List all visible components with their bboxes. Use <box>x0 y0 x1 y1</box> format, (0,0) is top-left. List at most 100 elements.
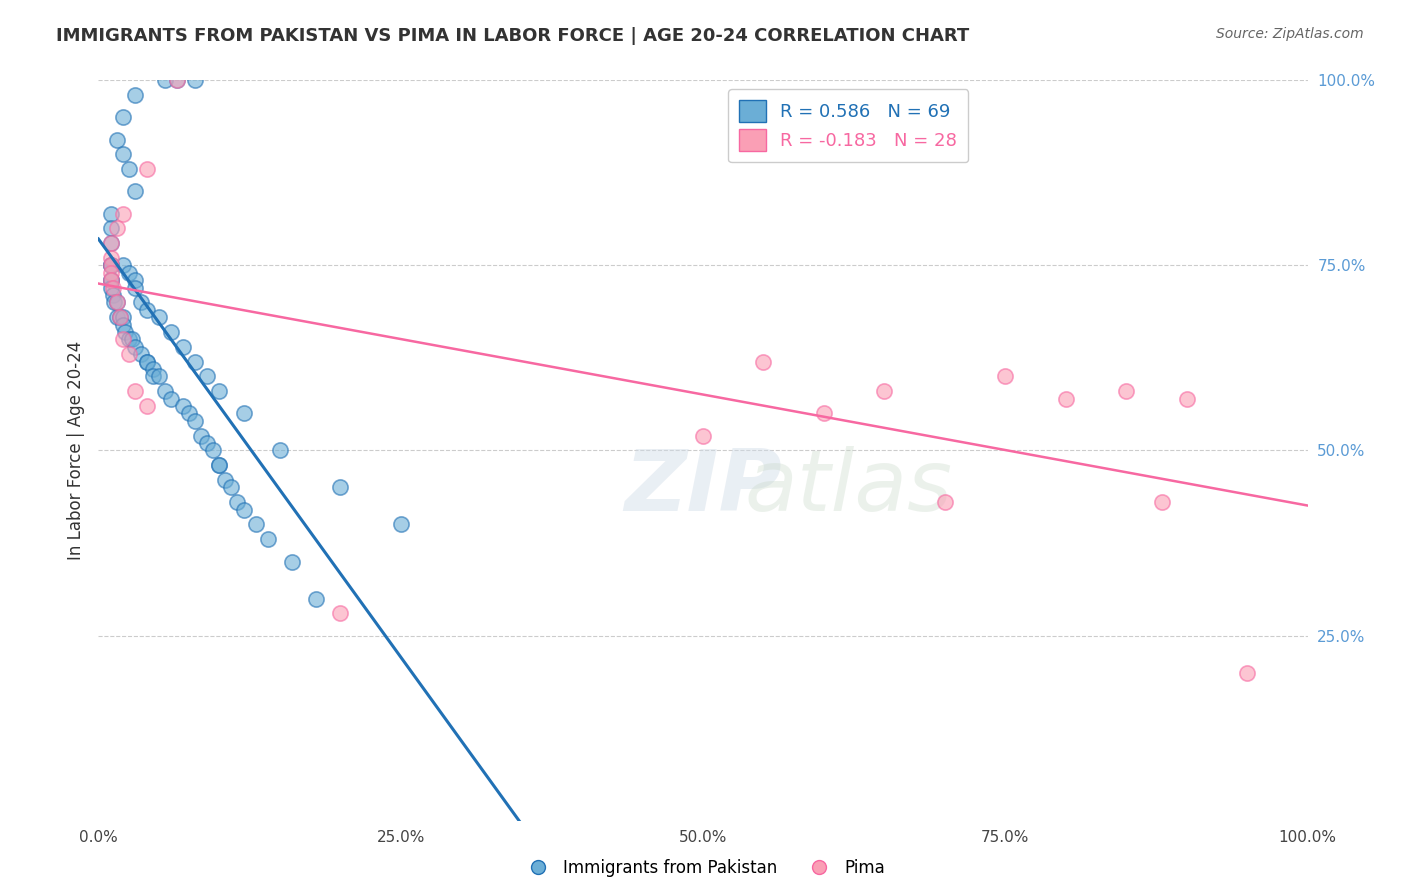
Immigrants from Pakistan <box>232 502 254 516</box>
Immigrants from Pakistan <box>111 310 134 325</box>
Immigrants from Pakistan <box>124 340 146 354</box>
Pima <box>752 354 775 368</box>
Immigrants from Pakistan <box>135 354 157 368</box>
Immigrants from Pakistan <box>124 273 146 287</box>
Immigrants from Pakistan <box>103 295 125 310</box>
Immigrants from Pakistan <box>135 302 157 317</box>
Immigrants from Pakistan <box>153 384 176 399</box>
Pima <box>111 332 134 346</box>
Pima <box>994 369 1017 384</box>
Immigrants from Pakistan <box>111 111 134 125</box>
Immigrants from Pakistan <box>118 332 141 346</box>
Immigrants from Pakistan <box>208 384 231 399</box>
Immigrants from Pakistan <box>256 533 278 547</box>
Immigrants from Pakistan <box>108 310 131 325</box>
Immigrants from Pakistan <box>100 236 122 251</box>
Immigrants from Pakistan <box>179 407 201 421</box>
Immigrants from Pakistan <box>124 88 146 103</box>
Pima <box>329 607 352 621</box>
Pima <box>1236 665 1258 680</box>
Immigrants from Pakistan <box>111 259 134 273</box>
Immigrants from Pakistan <box>100 259 122 273</box>
Pima <box>1152 495 1174 509</box>
Immigrants from Pakistan <box>269 443 291 458</box>
Immigrants from Pakistan <box>111 318 134 332</box>
Immigrants from Pakistan <box>160 325 183 339</box>
Pima <box>100 251 122 265</box>
Immigrants from Pakistan <box>105 132 128 146</box>
Pima <box>100 259 122 273</box>
Immigrants from Pakistan <box>329 480 352 494</box>
Pima <box>1054 392 1077 406</box>
Text: IMMIGRANTS FROM PAKISTAN VS PIMA IN LABOR FORCE | AGE 20-24 CORRELATION CHART: IMMIGRANTS FROM PAKISTAN VS PIMA IN LABO… <box>56 27 970 45</box>
Pima <box>105 295 128 310</box>
Immigrants from Pakistan <box>129 295 152 310</box>
Text: ZIP: ZIP <box>624 446 782 529</box>
Pima <box>135 162 157 177</box>
Immigrants from Pakistan <box>105 310 128 325</box>
Immigrants from Pakistan <box>245 517 267 532</box>
Immigrants from Pakistan <box>129 347 152 361</box>
Immigrants from Pakistan <box>142 362 165 376</box>
Immigrants from Pakistan <box>100 280 122 294</box>
Immigrants from Pakistan <box>124 280 146 294</box>
Pima <box>100 266 122 280</box>
Pima <box>105 221 128 235</box>
Immigrants from Pakistan <box>100 206 122 220</box>
Immigrants from Pakistan <box>118 266 141 280</box>
Text: atlas: atlas <box>744 446 952 529</box>
Pima <box>101 280 124 294</box>
Pima <box>135 399 157 413</box>
Pima <box>118 347 141 361</box>
Pima <box>111 206 134 220</box>
Immigrants from Pakistan <box>195 436 218 450</box>
Immigrants from Pakistan <box>100 259 122 273</box>
Immigrants from Pakistan <box>100 221 122 235</box>
Immigrants from Pakistan <box>135 354 157 368</box>
Immigrants from Pakistan <box>202 443 225 458</box>
Pima <box>873 384 896 399</box>
Immigrants from Pakistan <box>114 325 136 339</box>
Text: Source: ZipAtlas.com: Source: ZipAtlas.com <box>1216 27 1364 41</box>
Pima <box>1175 392 1198 406</box>
Pima <box>166 73 188 87</box>
Y-axis label: In Labor Force | Age 20-24: In Labor Force | Age 20-24 <box>66 341 84 560</box>
Immigrants from Pakistan <box>172 340 194 354</box>
Immigrants from Pakistan <box>148 369 170 384</box>
Immigrants from Pakistan <box>100 259 122 273</box>
Immigrants from Pakistan <box>226 495 249 509</box>
Immigrants from Pakistan <box>195 369 218 384</box>
Immigrants from Pakistan <box>101 288 124 302</box>
Immigrants from Pakistan <box>118 162 141 177</box>
Legend: Immigrants from Pakistan, Pima: Immigrants from Pakistan, Pima <box>515 853 891 884</box>
Legend: R = 0.586   N = 69, R = -0.183   N = 28: R = 0.586 N = 69, R = -0.183 N = 28 <box>728 89 969 162</box>
Pima <box>100 273 122 287</box>
Immigrants from Pakistan <box>160 392 183 406</box>
Immigrants from Pakistan <box>121 332 143 346</box>
Immigrants from Pakistan <box>184 354 207 368</box>
Pima <box>813 407 835 421</box>
Immigrants from Pakistan <box>166 73 188 87</box>
Pima <box>934 495 956 509</box>
Immigrants from Pakistan <box>124 184 146 198</box>
Immigrants from Pakistan <box>105 295 128 310</box>
Immigrants from Pakistan <box>100 273 122 287</box>
Immigrants from Pakistan <box>221 480 243 494</box>
Immigrants from Pakistan <box>208 458 231 473</box>
Pima <box>100 236 122 251</box>
Immigrants from Pakistan <box>111 147 134 161</box>
Immigrants from Pakistan <box>148 310 170 325</box>
Immigrants from Pakistan <box>184 73 207 87</box>
Pima <box>692 428 714 442</box>
Immigrants from Pakistan <box>184 414 207 428</box>
Immigrants from Pakistan <box>153 73 176 87</box>
Pima <box>108 310 131 325</box>
Pima <box>1115 384 1137 399</box>
Immigrants from Pakistan <box>281 555 304 569</box>
Immigrants from Pakistan <box>214 473 236 487</box>
Immigrants from Pakistan <box>208 458 231 473</box>
Immigrants from Pakistan <box>190 428 212 442</box>
Immigrants from Pakistan <box>100 273 122 287</box>
Immigrants from Pakistan <box>305 591 328 606</box>
Pima <box>124 384 146 399</box>
